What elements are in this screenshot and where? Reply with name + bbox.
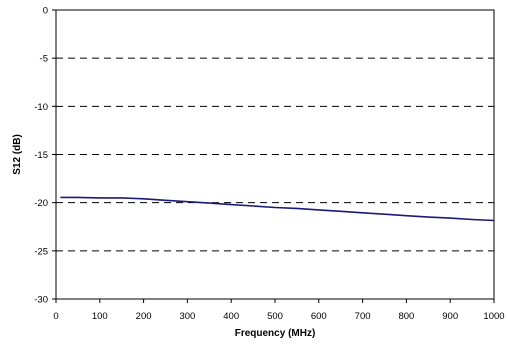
x-tick-label-7: 700 bbox=[355, 311, 371, 322]
y-tick-label-5: -25 bbox=[34, 246, 48, 257]
series-line-0 bbox=[60, 196, 495, 222]
series-layer bbox=[60, 196, 495, 222]
x-tick-label-0: 0 bbox=[53, 311, 58, 322]
x-tick-label-9: 900 bbox=[442, 311, 458, 322]
x-tick-label-10: 1000 bbox=[483, 311, 504, 322]
x-tick-label-2: 200 bbox=[136, 311, 152, 322]
x-axis-label: Frequency (MHz) bbox=[235, 328, 316, 339]
x-tick-label-5: 500 bbox=[267, 311, 283, 322]
x-tick-label-8: 800 bbox=[398, 311, 414, 322]
x-axis-ticks: 0 100 200 300 400 500 600 700 800 900 1000 bbox=[53, 299, 505, 322]
y-tick-label-4: -20 bbox=[34, 198, 48, 209]
y-axis-label: S12 (dB) bbox=[12, 134, 23, 175]
x-tick-label-1: 100 bbox=[92, 311, 108, 322]
grid-lines bbox=[56, 57, 494, 252]
y-axis-ticks: 0 -5 -10 -15 -20 -25 -30 bbox=[34, 6, 56, 306]
y-tick-label-1: -5 bbox=[40, 54, 48, 65]
x-tick-label-4: 400 bbox=[223, 311, 239, 322]
y-tick-label-2: -10 bbox=[34, 102, 48, 113]
y-tick-label-3: -15 bbox=[34, 150, 48, 161]
x-tick-label-3: 300 bbox=[179, 311, 195, 322]
x-tick-label-6: 600 bbox=[311, 311, 327, 322]
y-tick-label-0: 0 bbox=[43, 6, 48, 17]
y-tick-label-6: -30 bbox=[34, 295, 48, 306]
